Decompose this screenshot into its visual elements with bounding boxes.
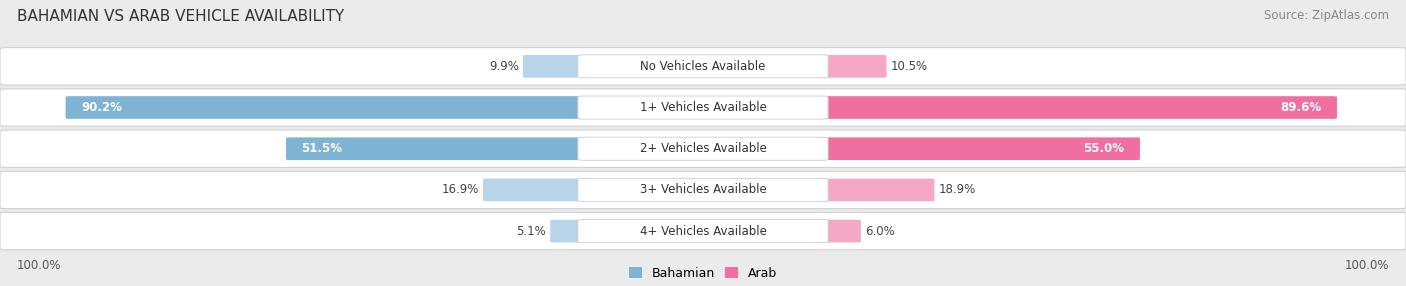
FancyBboxPatch shape [0, 47, 1406, 85]
FancyBboxPatch shape [578, 178, 828, 201]
Text: BAHAMIAN VS ARAB VEHICLE AVAILABILITY: BAHAMIAN VS ARAB VEHICLE AVAILABILITY [17, 9, 344, 23]
FancyBboxPatch shape [818, 220, 860, 243]
FancyBboxPatch shape [66, 96, 588, 119]
Text: 1+ Vehicles Available: 1+ Vehicles Available [640, 101, 766, 114]
Text: 3+ Vehicles Available: 3+ Vehicles Available [640, 183, 766, 196]
FancyBboxPatch shape [550, 220, 588, 243]
Text: 18.9%: 18.9% [939, 183, 976, 196]
FancyBboxPatch shape [0, 89, 1406, 126]
Text: 51.5%: 51.5% [301, 142, 343, 155]
FancyBboxPatch shape [578, 137, 828, 160]
Text: 90.2%: 90.2% [82, 101, 122, 114]
FancyBboxPatch shape [818, 55, 887, 78]
FancyBboxPatch shape [484, 178, 588, 201]
FancyBboxPatch shape [285, 137, 588, 160]
Text: 55.0%: 55.0% [1084, 142, 1125, 155]
Text: 4+ Vehicles Available: 4+ Vehicles Available [640, 225, 766, 238]
FancyBboxPatch shape [0, 212, 1406, 250]
Text: 89.6%: 89.6% [1281, 101, 1322, 114]
FancyBboxPatch shape [818, 137, 1140, 160]
Text: Source: ZipAtlas.com: Source: ZipAtlas.com [1264, 9, 1389, 21]
FancyBboxPatch shape [523, 55, 588, 78]
FancyBboxPatch shape [578, 55, 828, 78]
Legend: Bahamian, Arab: Bahamian, Arab [630, 267, 776, 280]
FancyBboxPatch shape [0, 130, 1406, 168]
FancyBboxPatch shape [818, 96, 1337, 119]
Text: 10.5%: 10.5% [891, 60, 928, 73]
FancyBboxPatch shape [0, 171, 1406, 209]
Text: 16.9%: 16.9% [441, 183, 479, 196]
Text: 100.0%: 100.0% [17, 259, 62, 272]
Text: 6.0%: 6.0% [865, 225, 894, 238]
Text: 9.9%: 9.9% [489, 60, 519, 73]
Text: No Vehicles Available: No Vehicles Available [640, 60, 766, 73]
Text: 100.0%: 100.0% [1344, 259, 1389, 272]
FancyBboxPatch shape [578, 96, 828, 119]
Text: 5.1%: 5.1% [516, 225, 546, 238]
FancyBboxPatch shape [578, 220, 828, 243]
FancyBboxPatch shape [818, 178, 935, 201]
Text: 2+ Vehicles Available: 2+ Vehicles Available [640, 142, 766, 155]
